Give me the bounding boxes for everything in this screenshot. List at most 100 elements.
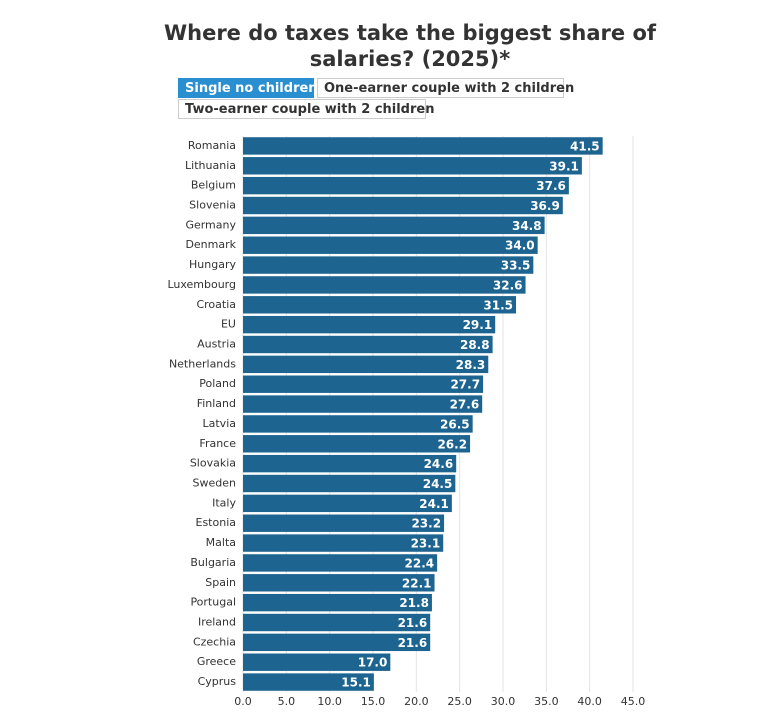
bar <box>243 554 438 572</box>
bar <box>243 613 431 632</box>
bar <box>243 256 534 274</box>
y-tick-label: Lithuania <box>185 159 236 172</box>
value-label: 27.7 <box>450 378 480 392</box>
y-tick-label: Greece <box>197 655 236 668</box>
y-tick-label: Belgium <box>191 179 236 192</box>
x-tick-label: 20.0 <box>404 695 429 708</box>
x-tick-label: 40.0 <box>577 695 602 708</box>
bar <box>243 355 489 374</box>
y-tick-label: Luxembourg <box>167 278 236 291</box>
value-label: 29.1 <box>463 318 493 332</box>
value-label: 37.6 <box>536 179 566 193</box>
y-tick-label: Finland <box>197 397 236 410</box>
x-tick-label: 35.0 <box>534 695 559 708</box>
tab[interactable]: Single no children <box>178 78 318 98</box>
y-tick-label: Germany <box>185 218 236 231</box>
value-label: 41.5 <box>570 139 600 153</box>
bar <box>243 514 445 532</box>
x-tick-label: 0.0 <box>234 695 252 708</box>
y-tick-label: Sweden <box>193 477 236 490</box>
value-label: 36.9 <box>530 199 560 213</box>
value-label: 26.5 <box>440 417 470 431</box>
chart-title: Where do taxes take the biggest share of… <box>163 21 657 71</box>
value-label: 27.6 <box>450 398 480 412</box>
value-label: 22.4 <box>405 556 435 570</box>
value-label: 34.0 <box>505 239 535 253</box>
value-label: 32.6 <box>493 278 523 292</box>
y-tick-label: Austria <box>197 338 236 351</box>
bar <box>243 633 431 652</box>
value-label: 23.1 <box>411 537 441 551</box>
value-label: 34.8 <box>512 219 542 233</box>
x-tick-label: 15.0 <box>361 695 386 708</box>
bar <box>243 474 456 493</box>
y-tick-label: Denmark <box>185 238 236 251</box>
y-tick-label: Malta <box>206 536 236 549</box>
bar <box>243 415 473 433</box>
bar <box>243 176 569 195</box>
x-tick-label: 5.0 <box>278 695 296 708</box>
x-tick-label: 30.0 <box>491 695 516 708</box>
bar <box>243 454 457 473</box>
value-label: 24.1 <box>419 497 449 511</box>
bar <box>243 494 452 513</box>
y-tick-label: Poland <box>199 377 236 390</box>
y-tick-label: Estonia <box>196 516 237 529</box>
x-tick-label: 45.0 <box>621 695 646 708</box>
y-tick-label: Cyprus <box>198 675 237 688</box>
y-tick-label: EU <box>221 318 236 331</box>
bar <box>243 534 444 552</box>
y-tick-label: France <box>199 437 236 450</box>
value-label: 24.5 <box>423 477 453 491</box>
x-tick-label: 10.0 <box>317 695 342 708</box>
tab[interactable]: Two-earner couple with 2 children <box>178 99 434 119</box>
value-label: 24.6 <box>424 457 454 471</box>
value-label: 28.3 <box>456 358 486 372</box>
bar <box>243 335 493 354</box>
value-label: 23.2 <box>411 517 441 531</box>
tab[interactable]: One-earner couple with 2 children <box>317 78 574 98</box>
bar <box>243 574 435 592</box>
value-label: 26.2 <box>437 437 467 451</box>
y-tick-label: Bulgaria <box>190 556 236 569</box>
x-tick-label: 25.0 <box>447 695 472 708</box>
bar <box>243 435 471 453</box>
y-tick-label: Netherlands <box>169 357 236 370</box>
value-label: 33.5 <box>501 259 531 273</box>
value-label: 22.1 <box>402 576 432 590</box>
bar <box>243 375 484 393</box>
bar <box>243 196 563 215</box>
value-label: 21.6 <box>398 636 428 650</box>
value-label: 39.1 <box>549 159 579 173</box>
y-tick-label: Czechia <box>193 635 236 648</box>
value-label: 21.6 <box>398 616 428 630</box>
bar <box>243 593 432 612</box>
value-label: 28.8 <box>460 338 490 352</box>
y-tick-label: Ireland <box>198 616 236 629</box>
bar <box>243 315 496 334</box>
y-tick-label: Spain <box>205 576 236 589</box>
y-tick-label: Italy <box>212 496 236 509</box>
bar <box>243 137 603 155</box>
y-tick-label: Portugal <box>190 596 236 609</box>
y-tick-label: Slovakia <box>190 457 236 470</box>
value-label: 21.8 <box>399 596 429 610</box>
bar <box>243 157 582 175</box>
y-tick-label: Croatia <box>196 298 236 311</box>
bar <box>243 216 545 235</box>
bar <box>243 276 526 294</box>
value-label: 15.1 <box>341 676 371 690</box>
bar <box>243 296 516 314</box>
value-label: 17.0 <box>358 656 388 670</box>
value-label: 31.5 <box>483 298 513 312</box>
bar <box>243 395 483 413</box>
y-tick-label: Latvia <box>203 417 237 430</box>
bar <box>243 236 538 254</box>
y-tick-label: Hungary <box>189 258 236 271</box>
y-tick-label: Romania <box>188 139 236 152</box>
bar <box>243 653 391 671</box>
y-tick-label: Slovenia <box>189 199 236 212</box>
bar <box>243 673 374 691</box>
